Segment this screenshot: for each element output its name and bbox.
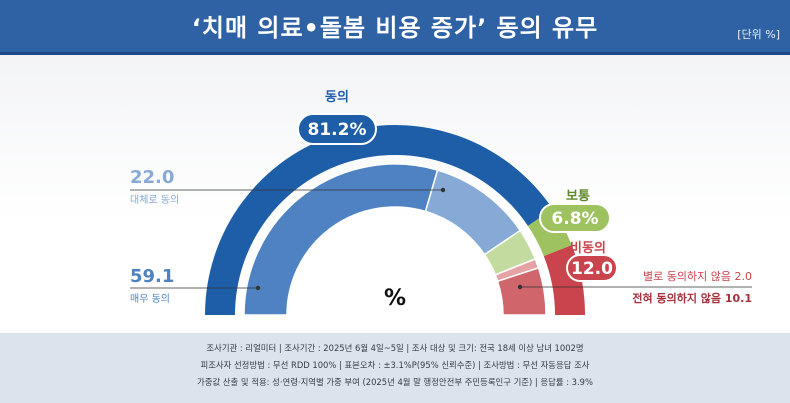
title-banner: ‘치매 의료•돌봄 비용 증가’ 동의 유무 [단위 %] xyxy=(0,0,790,55)
callout-strongly-agree-leader-dot xyxy=(255,285,261,291)
unit-label: [단위 %] xyxy=(737,28,780,41)
survey-info: 조사기관 : 리얼미터 | 조사기간 : 2025년 6월 4일~5일 | 조사… xyxy=(0,333,790,403)
group-neutral-value: 6.8% xyxy=(551,209,598,229)
callout-disagree-leader-dot xyxy=(517,284,523,290)
group-neutral-pill xyxy=(539,203,611,233)
arc-동의 xyxy=(205,125,553,316)
survey-info-line-2: 피조사자 선정방법 : 무선 RDD 100% | 표본오차 : ±3.1%P(… xyxy=(200,360,590,370)
arc-전혀-동의하지-않음 xyxy=(496,266,547,316)
callout-strongly-agree-value: 59.1 xyxy=(130,266,174,287)
callout-mostly-agree-value: 22.0 xyxy=(130,167,174,188)
group-agree-pill xyxy=(297,113,377,145)
group-label-disagree: 비동의 xyxy=(570,240,606,256)
survey-info-line-3: 가중값 산출 및 적용: 성·연령·지역별 가중 부여 (2025년 4월 말 … xyxy=(197,377,593,387)
donut-chart: % 동의 81.2% 보통 6.8% 비동의 12.0 22.0 대체로 동의 59.1 매우 동의… xyxy=(130,89,752,316)
chart-area: % 동의 81.2% 보통 6.8% 비동의 12.0 22.0 대체로 동의 59.1 매우 동의… xyxy=(0,55,790,333)
callout-mostly-agree-leader-dot xyxy=(440,187,446,193)
callout-mostly-agree-label: 대체로 동의 xyxy=(130,194,179,206)
group-agree-value: 81.2% xyxy=(308,120,367,140)
callout-somewhat-disagree: 별로 동의하지 않음 2.0 xyxy=(643,269,752,283)
group-disagree-pill xyxy=(566,254,618,282)
group-label-neutral: 보통 xyxy=(566,189,590,204)
center-unit-label: % xyxy=(384,286,406,311)
callout-strongly-agree-label: 매우 동의 xyxy=(130,293,170,305)
group-disagree-value: 12.0 xyxy=(571,259,613,279)
group-label-agree: 동의 xyxy=(325,89,349,105)
chart-title: ‘치매 의료•돌봄 비용 증가’ 동의 유무 xyxy=(191,14,599,42)
survey-info-line-1: 조사기관 : 리얼미터 | 조사기간 : 2025년 6월 4일~5일 | 조사… xyxy=(206,343,584,353)
arc-보통 xyxy=(527,209,572,257)
callout-strongly-disagree: 전혀 동의하지 않음 10.1 xyxy=(632,291,752,305)
